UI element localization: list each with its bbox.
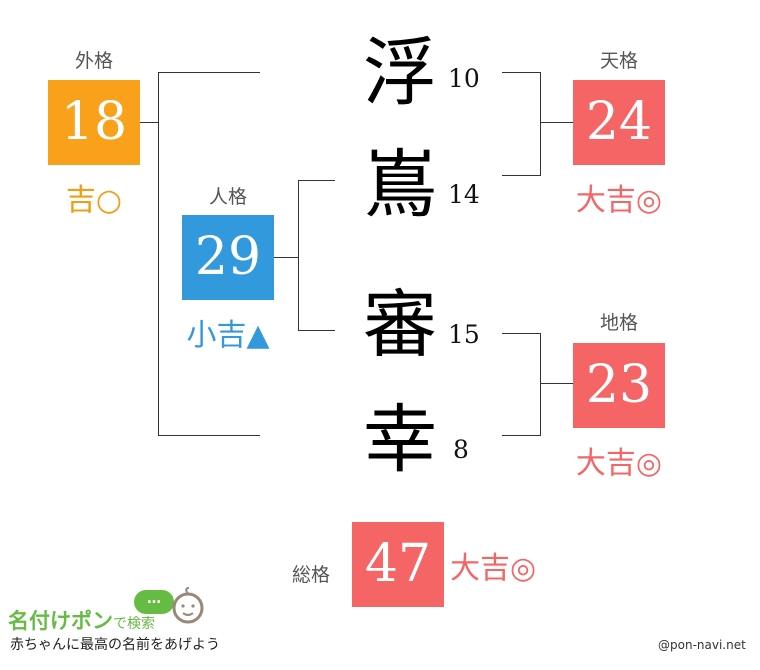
stroke-count: 14 [448,180,480,209]
bracket-line [540,333,541,436]
logo-suffix: で検索 [113,616,155,632]
tenkaku-value: 24 [573,80,665,165]
name-char: 嶌 [363,142,437,228]
bracket-line [298,180,335,181]
baby-face-icon [172,587,204,624]
logo[interactable]: 名付けポンで検索 [8,605,155,635]
logo-tagline: 赤ちゃんに最高の名前をあげよう [10,637,220,653]
gaikaku-label: 外格 [74,50,113,72]
soukaku-fortune: 大吉◎ [450,551,537,586]
bracket-line [502,333,540,334]
bracket-line [158,72,260,73]
logo-title: 名付けポン [8,609,113,633]
speech-bubble-icon: … [134,590,174,614]
soukaku-label: 総格 [291,564,330,586]
bracket-line [540,383,573,384]
bracket-line [502,435,540,436]
chikaku-value: 23 [573,343,665,428]
bracket-line [158,435,260,436]
stroke-count: 15 [448,320,480,349]
name-char: 審 [363,282,437,368]
soukaku-value: 47 [352,522,444,607]
bracket-line [298,330,335,331]
jinkaku-value: 29 [182,215,274,300]
credit: @pon-navi.net [658,638,746,652]
bracket-line [540,72,541,176]
tenkaku-fortune: 大吉◎ [575,183,663,218]
jinkaku-fortune: 小吉▲ [186,318,270,353]
stroke-count: 10 [448,64,480,93]
chikaku-label: 地格 [599,312,638,334]
bracket-line [502,72,540,73]
bracket-line [540,122,573,123]
bracket-line [502,175,540,176]
bracket-line [298,180,299,331]
stroke-count: 8 [453,435,469,464]
name-char: 幸 [363,397,437,483]
bracket-line [274,257,298,258]
chikaku-fortune: 大吉◎ [575,446,663,481]
bracket-line [140,122,158,123]
gaikaku-fortune: 吉○ [65,183,123,218]
name-char: 浮 [363,30,437,116]
tenkaku-label: 天格 [599,50,638,72]
bracket-line [158,72,159,436]
jinkaku-label: 人格 [208,186,247,208]
gaikaku-value: 18 [48,80,140,165]
